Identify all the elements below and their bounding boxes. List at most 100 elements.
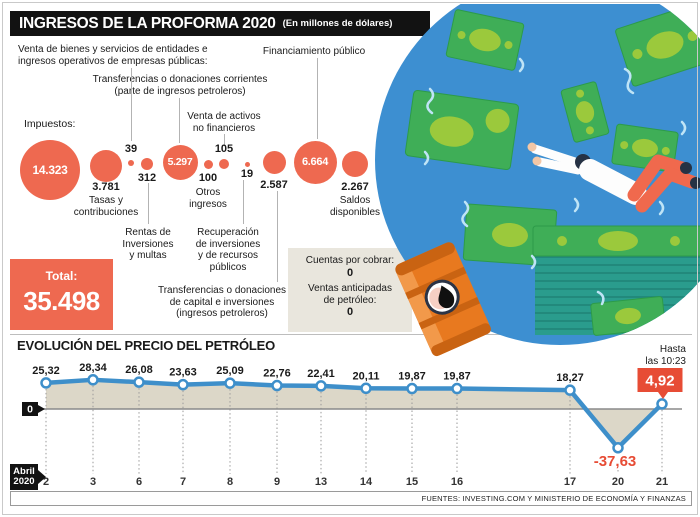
bubble: 14.323 [20, 140, 80, 200]
label-transferencias-corrientes: Transferencias o donaciones corrientes (… [92, 74, 268, 97]
annotation-time: Hasta [660, 344, 687, 355]
chart-point-label: 25,32 [32, 365, 60, 377]
bubble-value: 312 [137, 172, 157, 184]
page-title: INGRESOS DE LA PROFORMA 2020 [19, 14, 276, 32]
bubble-value: 105 [214, 143, 234, 155]
chart-date-label: 21 [656, 476, 668, 488]
chart-point-label: 25,09 [216, 365, 244, 377]
callout-pointer [658, 392, 668, 399]
connector-line [148, 183, 149, 224]
side-note-value: 0 [346, 306, 354, 318]
money-stack [532, 225, 700, 335]
oil-price-line-chart: 0 25,32 28,34 26,08 23,63 25,09 22,76 22,41 20,1… [10, 344, 687, 490]
last-value-label: 4,92 [645, 373, 674, 390]
chart-point-label: 22,41 [307, 368, 335, 380]
chart-point [656, 398, 668, 410]
zero-tag-arrow [38, 405, 45, 413]
dollar-bill-icon [462, 203, 558, 267]
bubble: 6.664 [293, 140, 337, 184]
chart-point [612, 442, 624, 454]
side-note-label: Cuentas por cobrar: [305, 255, 395, 266]
page-subtitle: (En millones de dólares) [282, 18, 393, 29]
bubble [244, 161, 250, 167]
oil-drop-icon [438, 285, 455, 309]
chart-point-label: 23,63 [169, 367, 197, 379]
connector-line [277, 191, 278, 282]
bubble [219, 159, 229, 169]
label-rentas-inversiones: Rentas de Inversiones y multas [122, 227, 174, 261]
bubble [141, 158, 153, 170]
bubble [262, 150, 286, 174]
chart-date-label: 14 [360, 476, 373, 488]
bubble-value: 100 [198, 172, 218, 184]
chart-point [451, 382, 463, 395]
chart-date-label: 15 [406, 476, 418, 488]
bubble-value: 39 [124, 143, 138, 155]
chart-date-label: 6 [136, 476, 142, 488]
money-illustration [375, 4, 700, 357]
section-divider [10, 334, 692, 335]
label-saldos-disponibles: Saldos disponibles [329, 195, 381, 218]
x-axis-tag-label: Abril [13, 466, 35, 477]
chart-date-label: 13 [315, 476, 327, 488]
connector-line [243, 180, 244, 224]
total-box: Total: 35.498 [10, 259, 113, 330]
chart-date-label: 2 [43, 476, 49, 488]
label-venta-bienes: Venta de bienes y servicios de entidades… [18, 44, 208, 67]
bubble [128, 160, 134, 166]
bubble-value: 6.664 [301, 156, 329, 168]
label-recuperacion-inversiones: Recuperación de inversiones y de recurso… [195, 227, 261, 273]
chart-point [224, 377, 236, 389]
chart-date-label: 8 [227, 476, 233, 488]
header-bar: INGRESOS DE LA PROFORMA 2020 (En millone… [10, 11, 430, 36]
annotation-time: las 10:23 [645, 356, 686, 367]
chart-point [360, 382, 372, 395]
zero-tag-label: 0 [27, 404, 33, 416]
chart-date-label: 7 [180, 476, 186, 488]
side-notes-box: Cuentas por cobrar: 0 Ventas anticipadas… [288, 248, 412, 332]
bubble-value: 2.587 [260, 179, 288, 191]
chart-area-fill [46, 379, 662, 448]
oil-chart-title: EVOLUCIÓN DEL PRECIO DEL PETRÓLEO [17, 338, 276, 353]
chart-date-label: 3 [90, 476, 96, 488]
chart-point [564, 384, 576, 396]
label-impuestos: Impuestos: [24, 118, 76, 130]
connector-line [179, 98, 180, 143]
dollar-bill-icon [611, 123, 679, 173]
dollar-bill-icon [590, 296, 666, 336]
chart-point-label: 18,27 [556, 372, 584, 384]
chart-point [406, 382, 418, 395]
dollar-bill-icon [445, 9, 525, 71]
chart-point-label: 19,87 [398, 371, 426, 383]
source-credit: FUENTES: INVESTING.COM Y MINISTERIO DE E… [10, 491, 692, 506]
chart-point-label: 28,34 [79, 362, 107, 374]
bubble-value: 19 [240, 168, 254, 180]
chart-point [133, 376, 145, 388]
chart-point [177, 378, 189, 391]
chart-point [315, 380, 327, 392]
chart-date-label: 20 [612, 476, 624, 488]
dollar-bill-icon [615, 4, 700, 87]
diving-person [527, 142, 700, 213]
total-label: Total: [45, 269, 78, 283]
bubble [90, 150, 122, 182]
total-value: 35.498 [23, 286, 100, 316]
zero-tag [22, 402, 38, 416]
connector-line [317, 58, 318, 139]
blue-circle-background [375, 4, 700, 345]
x-axis-tag [10, 464, 38, 490]
label-financiamiento-publico: Financiamiento público [262, 46, 366, 57]
bubble-value: 5.297 [167, 156, 193, 168]
connector-line [224, 134, 225, 146]
chart-point-label: 20,11 [353, 370, 380, 382]
min-value-label: -37,63 [594, 453, 637, 470]
bubble: 5.297 [162, 144, 198, 180]
chart-point [40, 377, 52, 389]
person-head [575, 154, 591, 170]
bubble-value: 3.781 [92, 181, 120, 193]
chart-date-label: 17 [564, 476, 576, 488]
dollar-bill-icon [560, 81, 610, 143]
chart-point [271, 379, 283, 392]
chart-date-label: 16 [451, 476, 463, 488]
side-note-label: Ventas anticipadas de petróleo: [308, 283, 392, 306]
